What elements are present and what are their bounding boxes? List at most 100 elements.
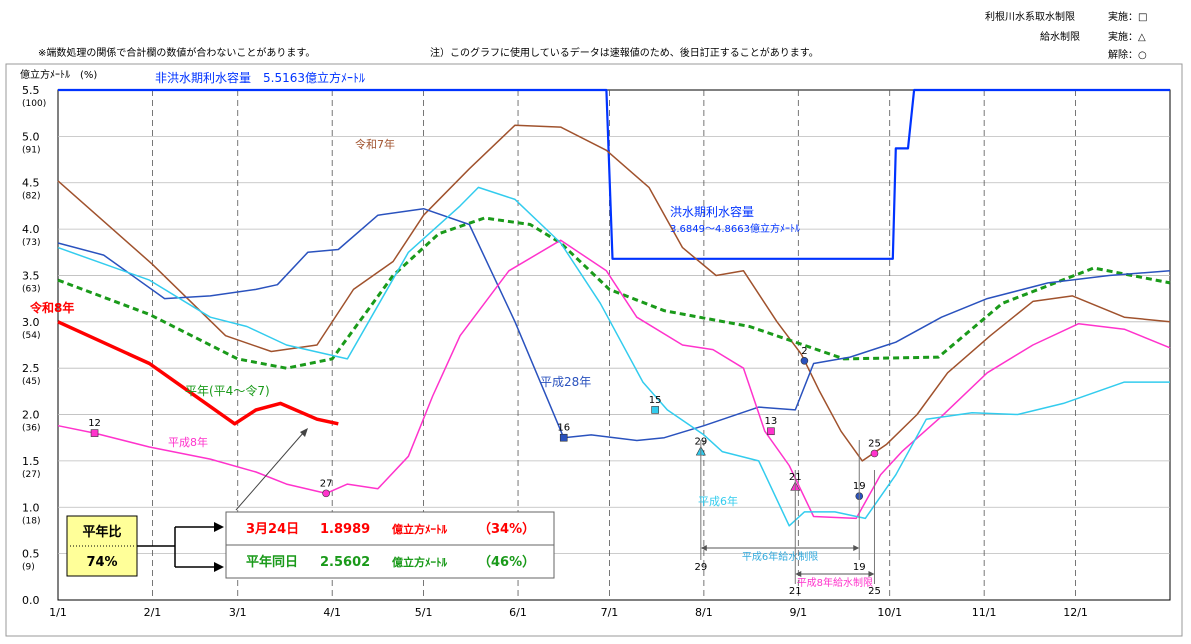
series-line: [57, 216, 1171, 370]
marker-label: 27: [320, 478, 333, 489]
label-flood-capacity-range: 3.6849～4.8663億立方ﾒｰﾄﾙ: [670, 222, 800, 235]
y-tick-pct-label: (9): [22, 563, 35, 573]
summary-average-pct: （46%）: [478, 554, 535, 570]
marker-square: [651, 406, 659, 414]
y-tick-pct-label: (54): [22, 331, 40, 341]
y-tick-pct-label: (73): [22, 238, 40, 248]
series-line: [57, 207, 1171, 442]
restriction-start-label: 29: [694, 562, 707, 573]
label-reiwa7: 令和7年: [355, 137, 395, 151]
series-line: [57, 124, 1171, 462]
marker-label: 2: [801, 346, 807, 357]
summary-current-pct: （34%）: [478, 521, 535, 537]
restriction-end-label: 25: [868, 586, 881, 597]
marker-label: 12: [88, 418, 101, 429]
label-heisei6: 平成6年: [698, 494, 738, 508]
legend-supply-marker: 実施：△: [1108, 32, 1146, 43]
callout-arrow-top: [214, 522, 224, 532]
summary-average-date: 平年同日: [246, 554, 298, 570]
note-provisional: 注）このグラフに使用しているデータは速報値のため、後日訂正することがあります。: [430, 48, 819, 59]
y-tick-label: 2.0: [22, 409, 40, 422]
marker-square: [767, 427, 775, 436]
label-nonflood-capacity: 非洪水期利水容量 5.5163億立方ﾒｰﾄﾙ: [155, 70, 365, 85]
restriction-end-label: 19: [853, 562, 866, 573]
callout-arrow-bottom: [214, 562, 224, 572]
chart-grid: [57, 89, 1171, 601]
ratio-value: 74%: [86, 555, 117, 570]
y-tick-label: 5.0: [22, 130, 40, 143]
callout-bracket: [137, 526, 214, 568]
legend-restriction-label: 利根川水系取水制限: [985, 12, 1075, 23]
y-tick-pct-label: (18): [22, 516, 40, 526]
callout-pointer: [235, 431, 305, 511]
restriction-arrow-right: [853, 545, 860, 551]
marker-label: 25: [868, 438, 881, 449]
series-line: [57, 320, 339, 426]
y-tick-pct-label: (100): [22, 99, 46, 109]
y-tick-label: 4.5: [22, 177, 40, 190]
y-tick-label: 5.5: [22, 84, 40, 97]
restriction-start-label: 21: [789, 586, 802, 597]
x-tick-label: 4/1: [323, 606, 341, 619]
x-tick-label: 9/1: [789, 606, 807, 619]
y-tick-label: 0.0: [22, 594, 40, 607]
legend-supply-label: 給水制限: [1040, 32, 1080, 43]
y-tick-label: 3.5: [22, 269, 40, 282]
x-tick-label: 1/1: [49, 606, 67, 619]
x-tick-label: 8/1: [695, 606, 713, 619]
label-heisei8: 平成8年: [168, 435, 208, 449]
summary-average-unit: 億立方ﾒｰﾄﾙ: [392, 555, 447, 569]
chart-border: [5, 63, 1183, 637]
x-tick-label: 5/1: [415, 606, 433, 619]
y-tick-label: 3.0: [22, 316, 40, 329]
x-tick-label: 7/1: [601, 606, 619, 619]
restriction-label: 平成8年給水制限: [797, 576, 873, 589]
plot-area: [57, 89, 1171, 601]
series-line: [58, 88, 1170, 260]
marker-label: 16: [557, 423, 570, 434]
ratio-title: 平年比: [82, 524, 121, 540]
label-flood-capacity: 洪水期利水容量: [670, 204, 754, 219]
restriction-arrow-left: [700, 545, 707, 551]
x-tick-label: 11/1: [972, 606, 997, 619]
note-rounding: ※端数処理の関係で合計欄の数値が合わないことがあります。: [38, 48, 316, 59]
marker-circle: [322, 489, 330, 498]
marker-label: 13: [765, 416, 778, 427]
y-tick-pct-label: (27): [22, 470, 40, 480]
series-line: [57, 186, 1170, 527]
x-tick-label: 12/1: [1063, 606, 1088, 619]
marker-square: [559, 433, 568, 442]
legend-release-marker: 解除：○: [1108, 50, 1147, 61]
y-axis-label: 億立方ﾒｰﾄﾙ (%): [20, 68, 97, 81]
x-tick-label: 2/1: [144, 606, 162, 619]
x-axis-ticks: 1/1 2/1 3/1 4/1 5/1 6/1 7/1 8/1 9/1 10/1 11/1 12/1: [49, 606, 1088, 619]
y-tick-pct-label: (36): [22, 424, 40, 434]
y-tick-label: 2.5: [22, 362, 40, 375]
summary-current-unit: 億立方ﾒｰﾄﾙ: [392, 522, 447, 536]
label-reiwa8: 令和8年: [29, 300, 74, 315]
y-tick-pct-label: (45): [22, 377, 40, 387]
series-line: [57, 239, 1171, 520]
ratio-box: [66, 515, 138, 577]
marker-circle: [870, 449, 879, 458]
y-tick-label: 0.5: [22, 548, 40, 561]
y-tick-label: 4.0: [22, 223, 40, 236]
label-heisei28: 平成28年: [540, 375, 591, 389]
restriction-arrow-right: [868, 571, 875, 577]
marker-circle: [800, 356, 809, 365]
summary-current-value: 1.8989: [320, 522, 370, 537]
x-tick-label: 10/1: [877, 606, 902, 619]
y-tick-pct-label: (82): [22, 192, 40, 202]
x-tick-label: 3/1: [229, 606, 247, 619]
summary-average-value: 2.5602: [320, 555, 370, 570]
restriction-label: 平成6年給水制限: [742, 550, 818, 563]
legend-restriction-marker: 実施：□: [1108, 12, 1148, 23]
marker-square: [90, 429, 99, 437]
restriction-arrow-left: [795, 571, 802, 577]
label-average: 平年(平4～令7): [185, 383, 270, 398]
callout-pointer-head: [300, 428, 308, 437]
x-tick-label: 6/1: [509, 606, 527, 619]
